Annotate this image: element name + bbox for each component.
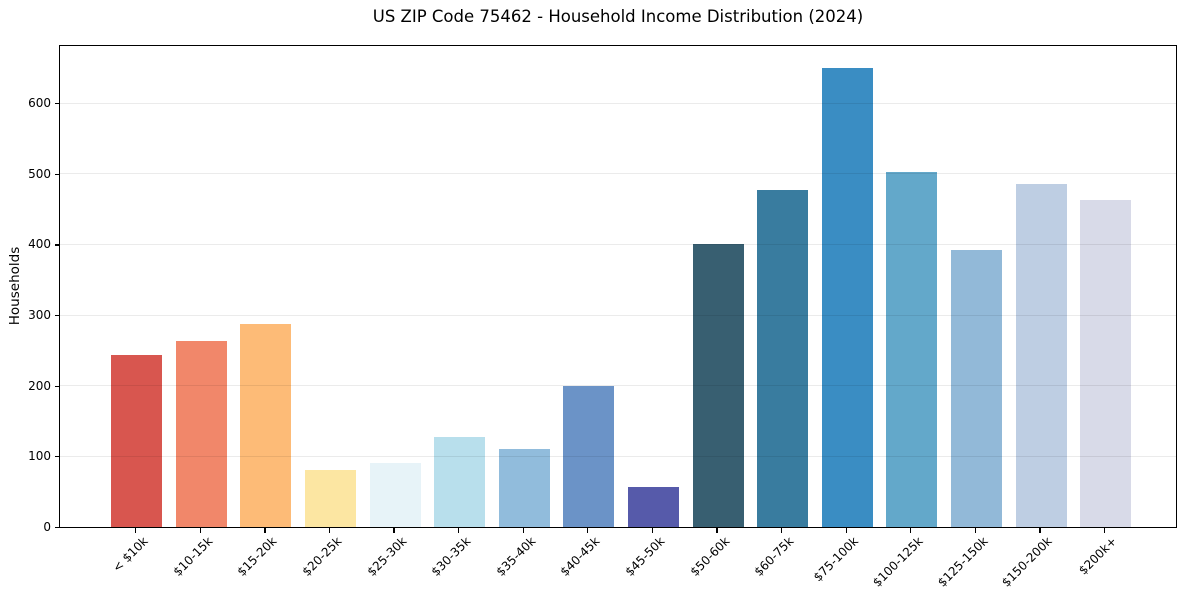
bar-$45-50k [628, 486, 679, 527]
bar-$30-35k [434, 436, 486, 527]
x-tick-mark [845, 528, 847, 533]
chart-title: US ZIP Code 75462 - Household Income Dis… [372, 7, 864, 26]
x-tick-label-$20-25k: $20-25k [299, 534, 345, 579]
y-tick-label-0: 0 [43, 520, 51, 534]
y-tick-mark [54, 173, 59, 175]
gridline-y-600 [60, 102, 1176, 104]
x-tick-label-$60-75k: $60-75k [751, 534, 797, 579]
bar-$150-200k [1015, 183, 1067, 527]
bar-$200k+ [1080, 199, 1132, 527]
gridline-y-100 [60, 455, 1176, 457]
y-tick-label-500: 500 [28, 166, 51, 181]
bar-$15-20k [240, 323, 292, 527]
gridline-y-500 [60, 173, 1176, 175]
x-tick-label-$150-200k: $150-200k [999, 534, 1056, 590]
bar-$35-40k [498, 449, 550, 527]
x-tick-label-$45-50k: $45-50k [622, 534, 668, 579]
y-tick-mark [54, 526, 59, 529]
x-tick-label-< $10k: < $10k [109, 534, 151, 575]
x-tick-mark [458, 528, 460, 533]
bar-$75-100k [821, 67, 873, 527]
bar-$50-60k [692, 244, 744, 527]
y-tick-mark [54, 385, 59, 387]
bar-$25-30k [369, 463, 421, 527]
x-tick-label-$200k+: $200k+ [1076, 534, 1120, 578]
x-tick-mark [587, 528, 589, 533]
gridline-y-400 [60, 243, 1176, 245]
y-tick-mark [54, 314, 59, 317]
x-tick-label-$30-35k: $30-35k [428, 534, 474, 579]
x-tick-mark [264, 528, 266, 533]
x-tick-label-$25-30k: $25-30k [364, 534, 410, 579]
x-tick-mark [135, 528, 137, 533]
bar-$40-45k [563, 386, 615, 527]
y-tick-label-100: 100 [28, 449, 51, 464]
bar-$10-15k [175, 341, 227, 527]
x-tick-mark [716, 528, 718, 533]
y-tick-mark [54, 103, 59, 105]
x-tick-label-$35-40k: $35-40k [493, 534, 539, 579]
bar-< $10k [111, 355, 163, 527]
x-tick-mark [651, 528, 654, 533]
x-tick-mark [781, 528, 783, 533]
x-tick-mark [199, 528, 201, 533]
y-tick-label-300: 300 [28, 308, 51, 323]
bar-$20-25k [305, 469, 356, 527]
y-tick-mark [54, 456, 59, 458]
y-tick-mark [54, 244, 59, 246]
gridline-y-300 [60, 314, 1176, 316]
x-tick-mark [910, 528, 912, 533]
x-tick-mark [522, 528, 524, 533]
x-tick-label-$10-15k: $10-15k [170, 534, 216, 579]
x-tick-label-$75-100k: $75-100k [810, 534, 862, 585]
plot-area [59, 45, 1177, 528]
y-tick-label-400: 400 [28, 237, 51, 252]
x-tick-mark [974, 528, 977, 533]
x-tick-mark [328, 528, 331, 533]
x-tick-mark [1104, 528, 1106, 533]
gridline-y-200 [60, 385, 1176, 387]
x-tick-label-$100-125k: $100-125k [870, 534, 926, 590]
bar-$100-125k [886, 171, 938, 527]
x-tick-mark [1039, 528, 1041, 533]
bar-$60-75k [757, 190, 809, 527]
y-tick-label-600: 600 [28, 96, 51, 111]
x-tick-label-$40-45k: $40-45k [557, 534, 603, 579]
y-tick-label-200: 200 [28, 378, 51, 393]
x-tick-label-$125-150k: $125-150k [934, 534, 991, 590]
x-tick-label-$15-20k: $15-20k [234, 534, 280, 579]
x-tick-label-$50-60k: $50-60k [687, 534, 733, 579]
x-tick-mark [393, 528, 395, 533]
bar-$125-150k [951, 250, 1002, 527]
